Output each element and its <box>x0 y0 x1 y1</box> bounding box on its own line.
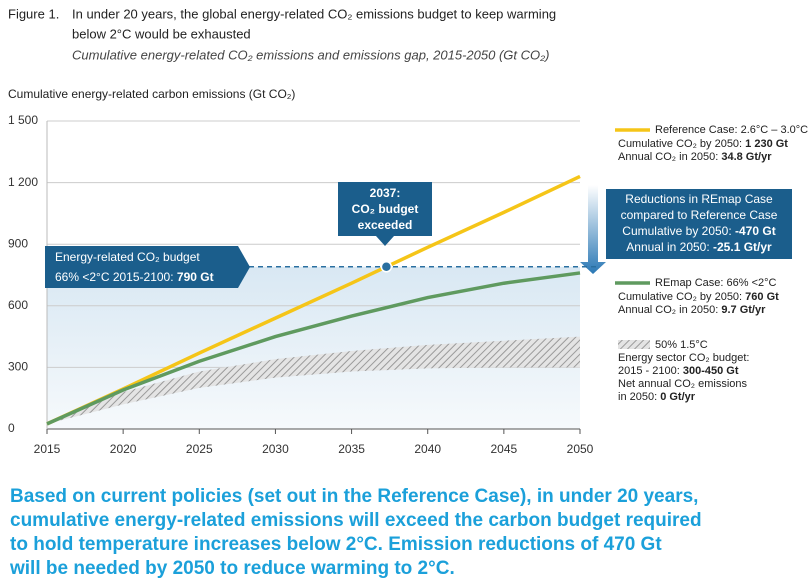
crossing-marker <box>380 261 393 273</box>
caption-line: Based on current policies (set out in th… <box>10 486 698 507</box>
bold-text: 2037: <box>370 186 401 200</box>
annotation-line: Annual CO₂ in 2050: 34.8 Gt/yr <box>618 151 772 163</box>
budget-box <box>45 246 250 288</box>
text-part: Cumulative CO₂ by 2050: <box>618 291 745 303</box>
x-tick-label: 2035 <box>338 442 365 456</box>
legend-entry: Reference Case: 2.6°C – 3.0°C <box>655 124 808 136</box>
text-part: Cumulative by 2050: <box>622 224 735 238</box>
legend-swatch <box>618 340 650 349</box>
x-tick-label: 2040 <box>414 442 441 456</box>
caption-line: will be needed by 2050 to reduce warming… <box>9 558 455 579</box>
y-tick-label: 300 <box>8 360 28 374</box>
bold-text: -470 Gt <box>735 224 776 238</box>
bold-text: 790 Gt <box>177 270 214 284</box>
bold-text: 760 Gt <box>745 291 779 303</box>
bold-text: 34.8 Gt/yr <box>721 151 772 163</box>
x-tick-label: 2020 <box>110 442 137 456</box>
legend-detail: 2.6°C – 3.0°C <box>738 124 809 136</box>
bold-text: 0 Gt/yr <box>660 391 696 403</box>
annotation-line: compared to Reference Case <box>621 208 778 222</box>
annotation-line: Energy sector CO₂ budget: <box>618 352 749 364</box>
annotation-line: exceeded <box>358 218 413 232</box>
text-part: Cumulative CO₂ by 2050: <box>618 138 745 150</box>
subtitle: Cumulative energy-related CO₂ emissions … <box>72 47 549 62</box>
annotation-line: 2037: <box>370 186 401 200</box>
text-part: Annual in 2050: <box>626 240 713 254</box>
title: In under 20 years, the global energy-rel… <box>72 6 556 21</box>
annotation-line: Annual in 2050: -25.1 Gt/yr <box>626 240 772 254</box>
y-tick-label: 0 <box>8 421 15 435</box>
text-part: Annual CO₂ in 2050: <box>618 151 721 163</box>
reduction-box <box>606 189 792 259</box>
annotation-line: Cumulative CO₂ by 2050: 760 Gt <box>618 291 779 303</box>
text-part: compared to Reference Case <box>621 208 778 222</box>
y-tick-label: 600 <box>8 298 28 312</box>
y-tick-label: 900 <box>8 236 28 250</box>
y-tick-label: 1 200 <box>8 175 38 189</box>
legend-entry: 50% 1.5°C <box>655 339 708 351</box>
text-part: in 2050: <box>618 391 660 403</box>
annotation-line: Reductions in REmap Case <box>625 192 773 206</box>
text-part: Energy sector CO₂ budget: <box>618 352 749 364</box>
annotation-line: Annual CO₂ in 2050: 9.7 Gt/yr <box>618 304 766 316</box>
figure-label: Figure 1. <box>8 6 59 21</box>
x-tick-label: 2030 <box>262 442 289 456</box>
legend-name: REmap Case: <box>655 277 723 289</box>
bold-text: exceeded <box>358 218 413 232</box>
annotation-line: CO₂ budget <box>352 202 419 216</box>
bold-text: 9.7 Gt/yr <box>721 304 766 316</box>
annotation-line: Net annual CO₂ emissions <box>618 378 747 390</box>
caption-line: to hold temperature increases below 2°C.… <box>10 534 662 555</box>
reduction-arrow <box>580 185 606 274</box>
band-area <box>47 336 580 424</box>
callout-box <box>338 182 432 246</box>
text-part: Energy-related CO₂ budget <box>55 250 200 264</box>
annotation-line: Energy-related CO₂ budget <box>55 250 200 264</box>
annotation-line: Cumulative CO₂ by 2050: 1 230 Gt <box>618 138 788 150</box>
legend-entry: REmap Case: 66% <2°C <box>655 277 777 289</box>
bold-text: CO₂ budget <box>352 202 419 216</box>
x-tick-label: 2015 <box>34 442 61 456</box>
text-part: Net annual CO₂ emissions <box>618 378 747 390</box>
annotation-line: in 2050: 0 Gt/yr <box>618 391 696 403</box>
legend-detail: 66% <2°C <box>723 277 776 289</box>
title: below 2°C would be exhausted <box>72 26 251 41</box>
x-tick-label: 2050 <box>567 442 594 456</box>
x-tick-label: 2045 <box>491 442 518 456</box>
text-part: 2015 - 2100: <box>618 365 683 377</box>
text-part: Annual CO₂ in 2050: <box>618 304 721 316</box>
annotation-line: 66% <2°C 2015-2100: 790 Gt <box>55 270 214 284</box>
bold-text: 300-450 Gt <box>683 365 739 377</box>
legend-name: Reference Case: <box>655 124 738 136</box>
y-tick-label: 1 500 <box>8 113 38 127</box>
series-line <box>46 174 581 426</box>
y-axis-label: Cumulative energy-related carbon emissio… <box>8 87 295 101</box>
bold-text: 1 230 Gt <box>745 138 788 150</box>
annotation-line: 2015 - 2100: 300-450 Gt <box>618 365 739 377</box>
bold-text: -25.1 Gt/yr <box>713 240 772 254</box>
caption-line: cumulative energy-related emissions will… <box>10 510 702 531</box>
text-part: Reductions in REmap Case <box>625 192 773 206</box>
series-line <box>46 271 581 426</box>
x-tick-label: 2025 <box>186 442 213 456</box>
text-part: 66% <2°C 2015-2100: <box>55 270 177 284</box>
annotation-line: Cumulative by 2050: -470 Gt <box>622 224 775 238</box>
